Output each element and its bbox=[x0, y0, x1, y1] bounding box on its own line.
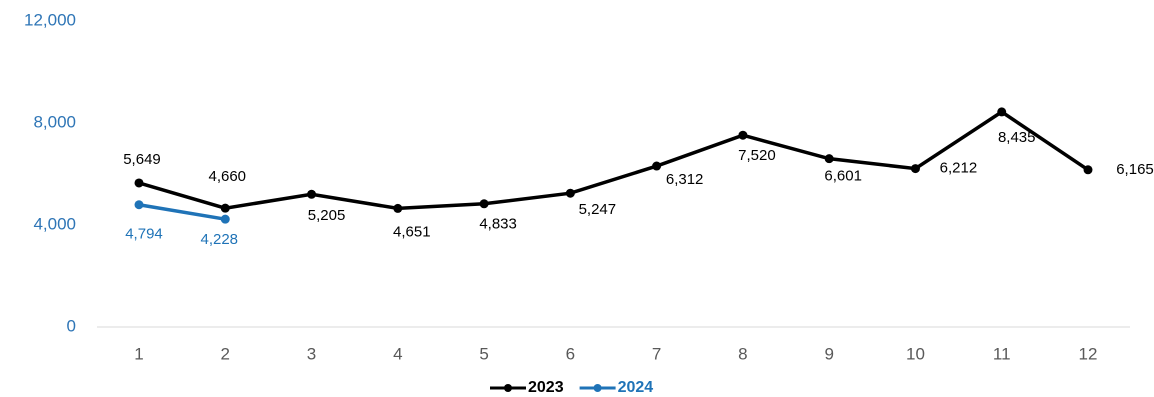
data-label: 5,205 bbox=[308, 207, 346, 224]
series-line bbox=[138, 203, 226, 221]
data-point bbox=[738, 130, 748, 140]
data-point bbox=[393, 203, 403, 213]
data-label: 4,794 bbox=[125, 226, 163, 243]
data-label: 5,247 bbox=[579, 201, 617, 218]
data-label: 6,212 bbox=[940, 160, 978, 177]
data-point bbox=[479, 199, 489, 209]
data-label: 4,228 bbox=[200, 231, 238, 248]
data-point bbox=[220, 214, 230, 224]
data-label: 6,601 bbox=[824, 168, 862, 185]
data-label: 5,649 bbox=[123, 151, 161, 168]
data-point bbox=[824, 154, 834, 164]
data-point bbox=[910, 164, 920, 174]
y-tick-label: 12,000 bbox=[24, 10, 76, 29]
legend-marker bbox=[504, 384, 512, 392]
data-point bbox=[134, 178, 144, 188]
x-tick-label: 7 bbox=[652, 344, 661, 363]
data-point bbox=[652, 161, 662, 171]
x-tick-label: 2 bbox=[221, 344, 230, 363]
data-label: 8,435 bbox=[998, 129, 1036, 146]
legend-label: 2023 bbox=[528, 379, 564, 396]
data-point bbox=[134, 200, 144, 210]
series-line bbox=[138, 109, 1089, 211]
data-label: 7,520 bbox=[738, 147, 776, 164]
x-tick-label: 9 bbox=[824, 344, 833, 363]
x-tick-label: 1 bbox=[134, 344, 143, 363]
x-tick-label: 10 bbox=[906, 344, 925, 363]
y-tick-label: 4,000 bbox=[33, 214, 76, 233]
y-tick-label: 8,000 bbox=[33, 112, 76, 131]
data-label: 4,833 bbox=[479, 216, 517, 233]
data-point bbox=[565, 188, 575, 198]
x-tick-label: 8 bbox=[738, 344, 747, 363]
data-point bbox=[220, 203, 230, 213]
legend-marker bbox=[593, 384, 602, 392]
x-tick-label: 4 bbox=[393, 344, 402, 363]
legend-label: 2024 bbox=[618, 379, 654, 396]
data-label: 6,165 bbox=[1116, 161, 1154, 178]
data-label: 4,651 bbox=[393, 223, 431, 240]
x-tick-label: 11 bbox=[993, 344, 1011, 363]
data-point bbox=[307, 189, 317, 199]
data-point bbox=[1083, 165, 1093, 175]
x-tick-label: 6 bbox=[566, 344, 575, 363]
data-point bbox=[997, 107, 1007, 117]
y-tick-label: 0 bbox=[67, 316, 76, 335]
x-tick-label: 5 bbox=[479, 344, 488, 363]
data-label: 6,312 bbox=[666, 171, 704, 188]
x-tick-label: 3 bbox=[307, 344, 316, 363]
data-label: 4,660 bbox=[208, 168, 246, 185]
x-tick-label: 12 bbox=[1079, 344, 1098, 363]
